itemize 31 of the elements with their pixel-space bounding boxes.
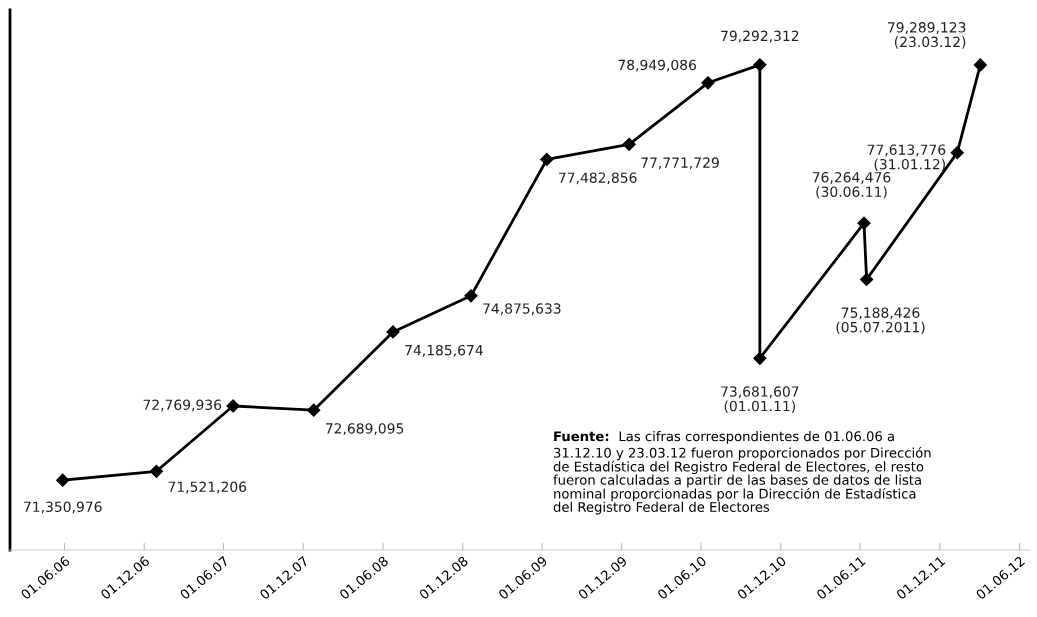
data-label: 76,264,476 (30.06.11) (812, 171, 891, 199)
point (540, 152, 554, 167)
point (307, 403, 321, 417)
point (701, 76, 715, 90)
data-label: 77,482,856 (559, 172, 637, 185)
point (56, 473, 70, 487)
data-label: 72,689,095 (325, 423, 404, 436)
data-label: 71,350,976 (24, 501, 102, 514)
point (464, 289, 478, 303)
data-label: 77,771,729 (641, 157, 719, 170)
point (753, 351, 767, 365)
point (149, 464, 163, 478)
point (386, 325, 400, 339)
data-label: 79,289,123 (23.03.12) (888, 22, 966, 49)
point (973, 58, 987, 72)
data-label: 71,521,206 (168, 481, 247, 494)
point (860, 272, 874, 287)
data-label: 75,188,426 (05.07.2011) (836, 307, 925, 335)
point (622, 137, 636, 151)
data-label: 77,613,776 (31.01.12) (867, 144, 946, 172)
data-label: 79,292,312 (721, 30, 799, 43)
data-label: 73,681,607 (01.01.11) (721, 386, 799, 413)
point (226, 399, 240, 413)
point (857, 216, 871, 230)
data-label: 74,185,674 (405, 344, 483, 357)
annotation: Fuente: Las cifras correspondientes de 01.06.06 a 31.12.10 y 23.03.12 fueron proporcionados por Dirección de Estadística del Registro Federal de Electores, el resto fueron calculadas a partir de las bases de datos de lista nominal proporcionadas por la Dirección de Estadística del Registro Federal de Electores (553, 431, 931, 515)
data-label: 78,949,086 (618, 59, 697, 72)
point (950, 146, 964, 160)
data-label: 72,769,936 (143, 399, 222, 412)
point (753, 58, 767, 72)
data-label: 74,875,633 (483, 303, 561, 316)
